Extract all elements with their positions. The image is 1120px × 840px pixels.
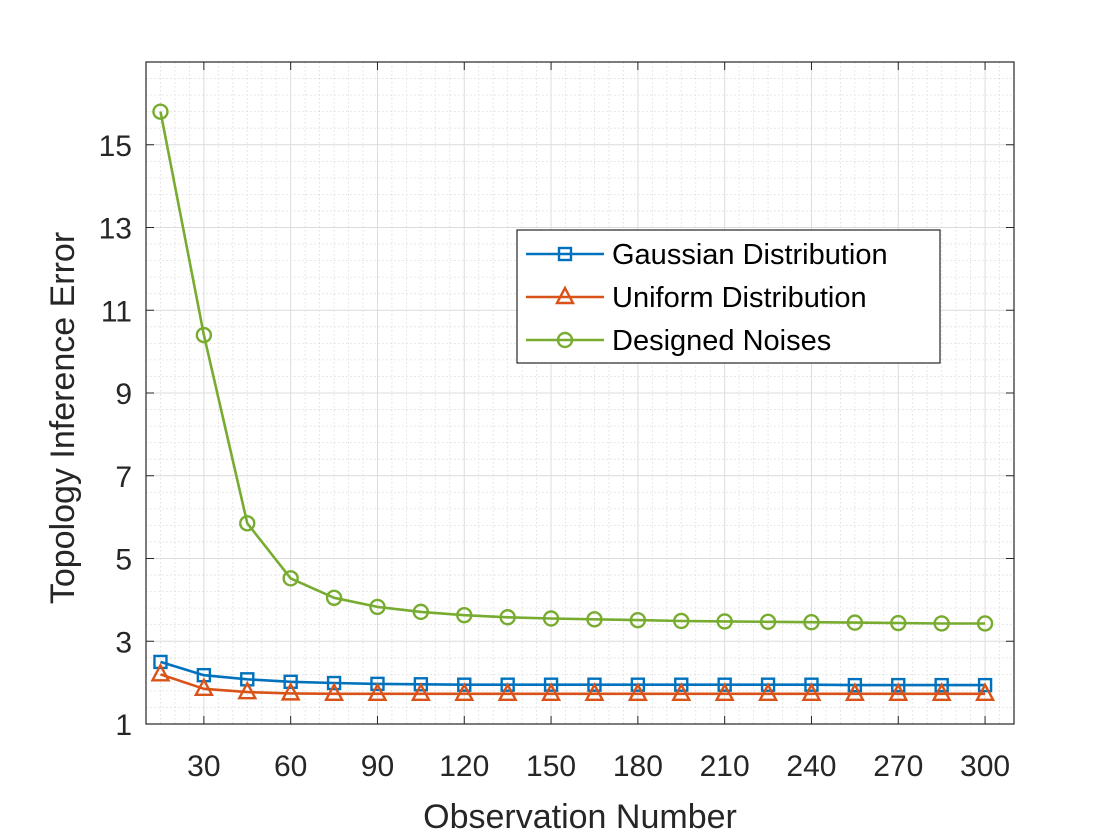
legend-item: Designed Noises bbox=[526, 325, 831, 357]
legend-marker-circle bbox=[556, 331, 574, 349]
data-point-square bbox=[370, 676, 385, 692]
series-square bbox=[153, 654, 993, 693]
y-tick-label: 9 bbox=[115, 378, 132, 411]
data-point-square bbox=[891, 677, 906, 693]
x-tick-label: 120 bbox=[439, 750, 489, 783]
x-tick-label: 60 bbox=[274, 750, 307, 783]
data-point-circle bbox=[369, 598, 386, 616]
data-point-circle bbox=[976, 615, 994, 632]
data-point-square bbox=[543, 677, 559, 692]
data-point-circle bbox=[195, 326, 213, 344]
data-point-circle bbox=[933, 615, 950, 632]
data-point-square bbox=[457, 677, 472, 692]
legend-label: Designed Noises bbox=[612, 325, 831, 357]
data-point-triangle bbox=[193, 677, 214, 697]
y-tick-label: 7 bbox=[115, 461, 132, 494]
data-point-triangle bbox=[237, 680, 258, 700]
data-point-square bbox=[630, 677, 646, 692]
data-point-square bbox=[413, 677, 429, 692]
data-point-square bbox=[934, 677, 949, 693]
series-group bbox=[150, 103, 996, 701]
data-point-circle bbox=[282, 570, 299, 587]
data-point-triangle bbox=[584, 682, 605, 701]
data-point-square bbox=[587, 677, 602, 692]
data-point-square bbox=[153, 654, 168, 670]
y-tick-label: 11 bbox=[101, 295, 132, 328]
data-point-triangle bbox=[627, 682, 648, 701]
x-tick-label: 180 bbox=[613, 750, 663, 783]
data-point-square bbox=[847, 677, 863, 693]
legend-item: Gaussian Distribution bbox=[526, 239, 888, 271]
data-point-circle bbox=[152, 103, 169, 120]
data-point-triangle bbox=[758, 682, 779, 701]
data-point-square bbox=[283, 674, 298, 689]
data-point-square bbox=[977, 677, 993, 693]
data-point-circle bbox=[325, 589, 343, 607]
y-axis-title: Topology Inference Error bbox=[44, 232, 82, 604]
legend-marker-square bbox=[557, 246, 573, 262]
x-tick-label: 150 bbox=[526, 750, 576, 783]
legend-marker-triangle bbox=[555, 285, 575, 305]
y-tick-label: 1 bbox=[115, 709, 132, 742]
data-point-circle bbox=[890, 614, 907, 632]
series-line bbox=[160, 673, 986, 696]
x-tick-label: 90 bbox=[361, 750, 394, 783]
data-point-triangle bbox=[931, 682, 952, 701]
data-point-circle bbox=[716, 613, 733, 630]
x-tick-label: 270 bbox=[873, 750, 923, 783]
legend-item: Uniform Distribution bbox=[526, 282, 867, 314]
data-point-circle bbox=[629, 611, 647, 629]
legend: Gaussian Distribution Uniform Distributio… bbox=[516, 229, 941, 364]
data-point-triangle bbox=[671, 682, 692, 701]
data-point-circle bbox=[586, 611, 603, 628]
data-point-circle bbox=[846, 614, 864, 631]
data-point-triangle bbox=[844, 682, 865, 701]
data-point-triangle bbox=[280, 681, 301, 701]
data-point-triangle bbox=[541, 682, 562, 701]
y-tick-label: 15 bbox=[99, 130, 132, 163]
data-point-square bbox=[326, 675, 342, 691]
data-point-triangle bbox=[888, 682, 909, 701]
data-point-triangle bbox=[324, 682, 345, 701]
data-point-triangle bbox=[801, 682, 822, 701]
data-point-triangle bbox=[454, 682, 475, 701]
data-point-circle bbox=[456, 606, 473, 624]
data-point-square bbox=[674, 677, 689, 692]
x-tick-label: 210 bbox=[700, 750, 750, 783]
series-circle bbox=[152, 103, 994, 632]
data-point-triangle bbox=[410, 682, 431, 701]
data-point-circle bbox=[239, 515, 256, 532]
y-tick-label: 3 bbox=[115, 626, 132, 659]
data-point-circle bbox=[412, 603, 430, 621]
data-point-square bbox=[717, 677, 732, 692]
y-tick-label: 5 bbox=[115, 544, 132, 577]
data-point-triangle bbox=[714, 682, 735, 701]
y-tick-label: 13 bbox=[99, 213, 132, 246]
data-point-triangle bbox=[150, 662, 171, 682]
data-point-circle bbox=[542, 610, 560, 627]
data-point-square bbox=[760, 677, 776, 692]
series-triangle bbox=[150, 662, 996, 701]
data-point-triangle bbox=[975, 682, 996, 701]
legend-label: Uniform Distribution bbox=[612, 282, 867, 314]
data-point-triangle bbox=[367, 682, 388, 701]
data-point-circle bbox=[803, 614, 820, 631]
x-tick-label: 300 bbox=[960, 750, 1010, 783]
x-axis-title: Observation Number bbox=[423, 798, 737, 836]
data-point-square bbox=[500, 677, 515, 692]
x-tick-label: 240 bbox=[786, 750, 836, 783]
data-point-circle bbox=[673, 612, 690, 630]
data-point-triangle bbox=[497, 682, 518, 701]
data-point-circle bbox=[759, 613, 777, 631]
x-tick-label: 30 bbox=[187, 750, 220, 783]
legend-label: Gaussian Distribution bbox=[612, 239, 888, 271]
data-point-circle bbox=[499, 609, 516, 626]
data-point-square bbox=[804, 677, 819, 692]
